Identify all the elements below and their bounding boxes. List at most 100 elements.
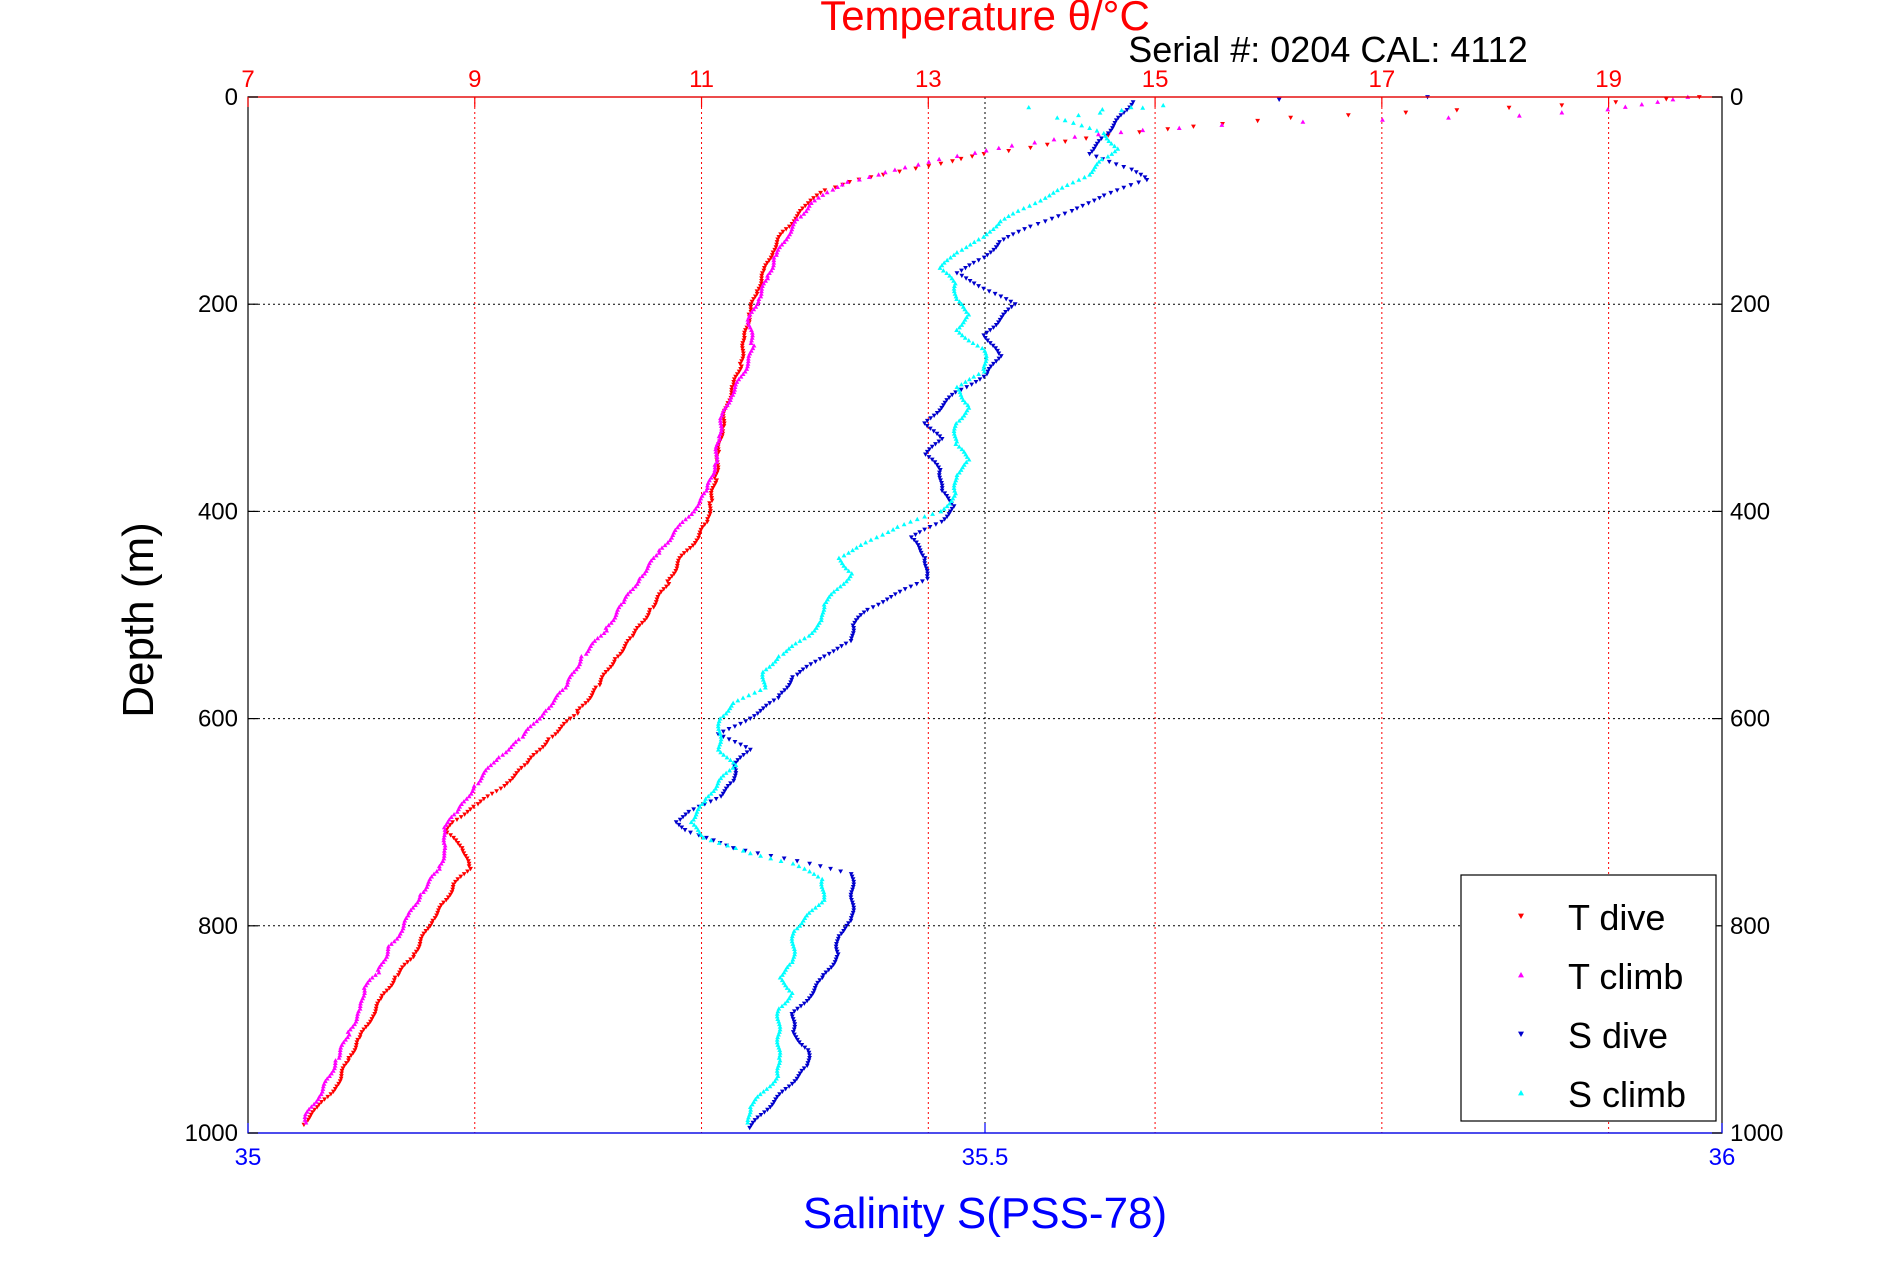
data-point	[959, 446, 965, 452]
data-point	[956, 444, 962, 449]
data-point	[826, 967, 832, 973]
data-point	[588, 695, 593, 701]
data-point	[703, 796, 709, 801]
data-point	[842, 926, 848, 931]
data-point	[765, 275, 771, 281]
data-point	[637, 623, 643, 628]
data-point	[1113, 118, 1119, 123]
data-point	[976, 258, 982, 263]
data-point	[334, 1084, 340, 1089]
data-point	[794, 859, 800, 864]
data-point	[811, 871, 817, 876]
data-point	[713, 796, 719, 802]
data-point	[826, 594, 832, 599]
data-point	[514, 771, 520, 776]
data-point	[723, 711, 729, 716]
data-point	[835, 184, 840, 190]
data-point	[954, 472, 960, 478]
data-point	[520, 734, 526, 739]
data-point	[559, 724, 565, 729]
data-point	[789, 936, 795, 941]
data-point	[731, 377, 737, 382]
data-point	[1096, 139, 1102, 144]
data-point	[888, 594, 894, 600]
data-point	[1071, 120, 1076, 125]
data-point	[849, 890, 854, 895]
data-point	[849, 913, 855, 918]
data-point	[494, 789, 499, 794]
data-point	[985, 369, 991, 374]
data-point	[313, 1099, 319, 1104]
data-point	[701, 835, 706, 840]
data-point	[843, 565, 849, 571]
data-point	[1021, 205, 1027, 211]
data-point	[443, 822, 449, 827]
data-point	[442, 832, 447, 838]
data-point	[853, 618, 859, 623]
grid	[248, 97, 1722, 1133]
data-point	[564, 719, 570, 724]
data-point	[773, 245, 779, 250]
data-point	[850, 887, 855, 892]
data-point	[774, 1071, 780, 1076]
data-point	[466, 864, 472, 869]
data-point	[933, 442, 938, 447]
data-point	[697, 804, 703, 809]
data-point	[817, 864, 823, 869]
data-point	[775, 237, 781, 242]
data-point	[445, 895, 451, 900]
data-point	[971, 239, 977, 244]
data-point	[966, 338, 972, 343]
data-point	[848, 895, 854, 900]
data-point	[730, 765, 736, 770]
data-point	[465, 869, 470, 874]
data-point	[952, 493, 957, 498]
data-point	[828, 866, 833, 872]
data-point	[749, 299, 755, 305]
data-point	[350, 1024, 356, 1029]
data-point	[1144, 177, 1150, 183]
data-point	[676, 558, 681, 564]
data-point	[944, 503, 950, 509]
data-point	[565, 677, 571, 682]
data-points	[301, 94, 1702, 1131]
data-point	[951, 431, 957, 436]
data-point	[306, 1106, 312, 1112]
data-point	[338, 1045, 344, 1050]
data-point	[796, 1074, 801, 1079]
data-point	[742, 369, 748, 374]
data-point	[814, 193, 820, 198]
data-point	[755, 1094, 760, 1099]
data-point	[412, 902, 418, 907]
data-point	[1096, 159, 1102, 164]
data-point	[713, 444, 719, 449]
data-point	[720, 773, 726, 778]
data-point	[598, 680, 603, 685]
data-point	[1069, 209, 1075, 214]
data-point	[798, 214, 804, 219]
data-point	[793, 641, 799, 646]
data-point	[949, 506, 955, 512]
data-point	[586, 698, 591, 703]
data-point	[954, 271, 960, 276]
data-point	[402, 918, 408, 923]
data-point	[792, 951, 798, 957]
data-point	[754, 289, 760, 294]
data-point	[770, 1081, 776, 1086]
data-point	[1050, 190, 1056, 195]
data-point	[1087, 172, 1093, 177]
data-point	[372, 1011, 378, 1017]
data-point	[714, 452, 719, 457]
y-tick-label: 1000	[185, 1120, 238, 1147]
data-point	[760, 706, 766, 711]
data-point	[753, 304, 759, 309]
data-point	[698, 527, 704, 533]
data-point	[411, 954, 417, 960]
data-point	[794, 925, 800, 931]
data-point	[917, 530, 923, 535]
data-point	[622, 644, 628, 649]
data-point	[707, 501, 712, 506]
data-point	[793, 1035, 799, 1040]
data-point	[1130, 100, 1136, 105]
data-point	[768, 853, 774, 859]
